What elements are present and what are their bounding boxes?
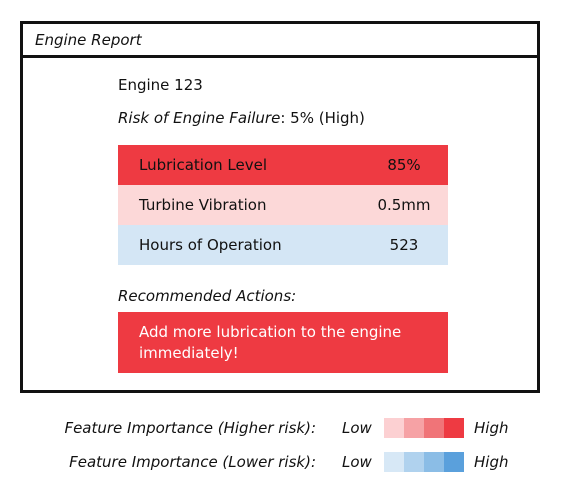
feature-value: 0.5mm xyxy=(377,196,431,214)
risk-value: : 5% (High) xyxy=(280,109,365,127)
risk-label: Risk of Engine Failure xyxy=(118,109,281,127)
window-title: Engine Report xyxy=(35,30,142,49)
actions-title: Recommended Actions: xyxy=(118,287,297,305)
feature-value: 523 xyxy=(389,236,419,254)
legend-swatch xyxy=(384,452,404,472)
engine-name: Engine 123 xyxy=(118,76,203,94)
risk-line: Risk of Engine Failure: 5% (High) xyxy=(118,109,365,127)
legend-color-scale xyxy=(384,418,464,438)
feature-label: Turbine Vibration xyxy=(139,196,267,214)
legend-color-scale xyxy=(384,452,464,472)
legend-higher-risk: Feature Importance (Higher risk): Low Hi… xyxy=(0,417,564,439)
feature-table: Lubrication Level 85% Turbine Vibration … xyxy=(118,145,448,265)
feature-label: Lubrication Level xyxy=(139,156,267,174)
title-bar: Engine Report xyxy=(23,24,537,58)
legend-high-label: High xyxy=(474,419,509,437)
legend-low-label: Low xyxy=(342,453,372,471)
feature-row-lubrication: Lubrication Level 85% xyxy=(118,145,448,185)
legend-swatch xyxy=(444,452,464,472)
legend-lower-risk: Feature Importance (Lower risk): Low Hig… xyxy=(0,451,564,473)
feature-row-vibration: Turbine Vibration 0.5mm xyxy=(118,185,448,225)
legend-label: Feature Importance (Lower risk): xyxy=(69,453,316,471)
recommended-action-text: Add more lubrication to the engine immed… xyxy=(139,323,402,362)
legend-swatch xyxy=(444,418,464,438)
feature-label: Hours of Operation xyxy=(139,236,282,254)
feature-row-hours: Hours of Operation 523 xyxy=(118,225,448,265)
legend-swatch xyxy=(404,452,424,472)
legend-swatch xyxy=(384,418,404,438)
legend-high-label: High xyxy=(474,453,509,471)
legend-swatch xyxy=(424,418,444,438)
legend-swatch xyxy=(424,452,444,472)
legend-low-label: Low xyxy=(342,419,372,437)
legend-swatch xyxy=(404,418,424,438)
feature-value: 85% xyxy=(387,156,421,174)
engine-report-window: Engine Report Engine 123 Risk of Engine … xyxy=(20,21,540,393)
recommended-action-box: Add more lubrication to the engine immed… xyxy=(118,312,448,373)
legend-label: Feature Importance (Higher risk): xyxy=(64,419,316,437)
